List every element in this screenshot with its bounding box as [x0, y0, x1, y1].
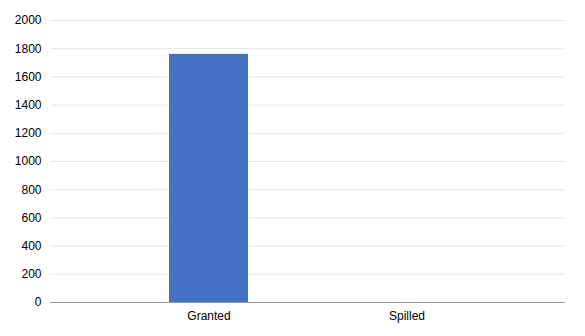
svg-text:1600: 1600	[15, 70, 42, 84]
svg-text:1200: 1200	[15, 126, 42, 140]
svg-text:2000: 2000	[15, 13, 42, 27]
svg-text:200: 200	[21, 267, 41, 281]
svg-text:1400: 1400	[15, 98, 42, 112]
svg-text:1000: 1000	[15, 154, 42, 168]
svg-text:Granted: Granted	[187, 309, 230, 323]
svg-text:800: 800	[21, 183, 41, 197]
svg-text:400: 400	[21, 239, 41, 253]
svg-text:Spilled: Spilled	[389, 309, 425, 323]
svg-text:600: 600	[21, 211, 41, 225]
svg-text:0: 0	[35, 295, 42, 309]
svg-text:1800: 1800	[15, 42, 42, 56]
